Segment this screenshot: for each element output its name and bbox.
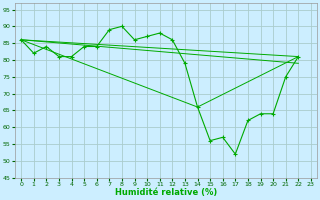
X-axis label: Humidité relative (%): Humidité relative (%) bbox=[115, 188, 217, 197]
